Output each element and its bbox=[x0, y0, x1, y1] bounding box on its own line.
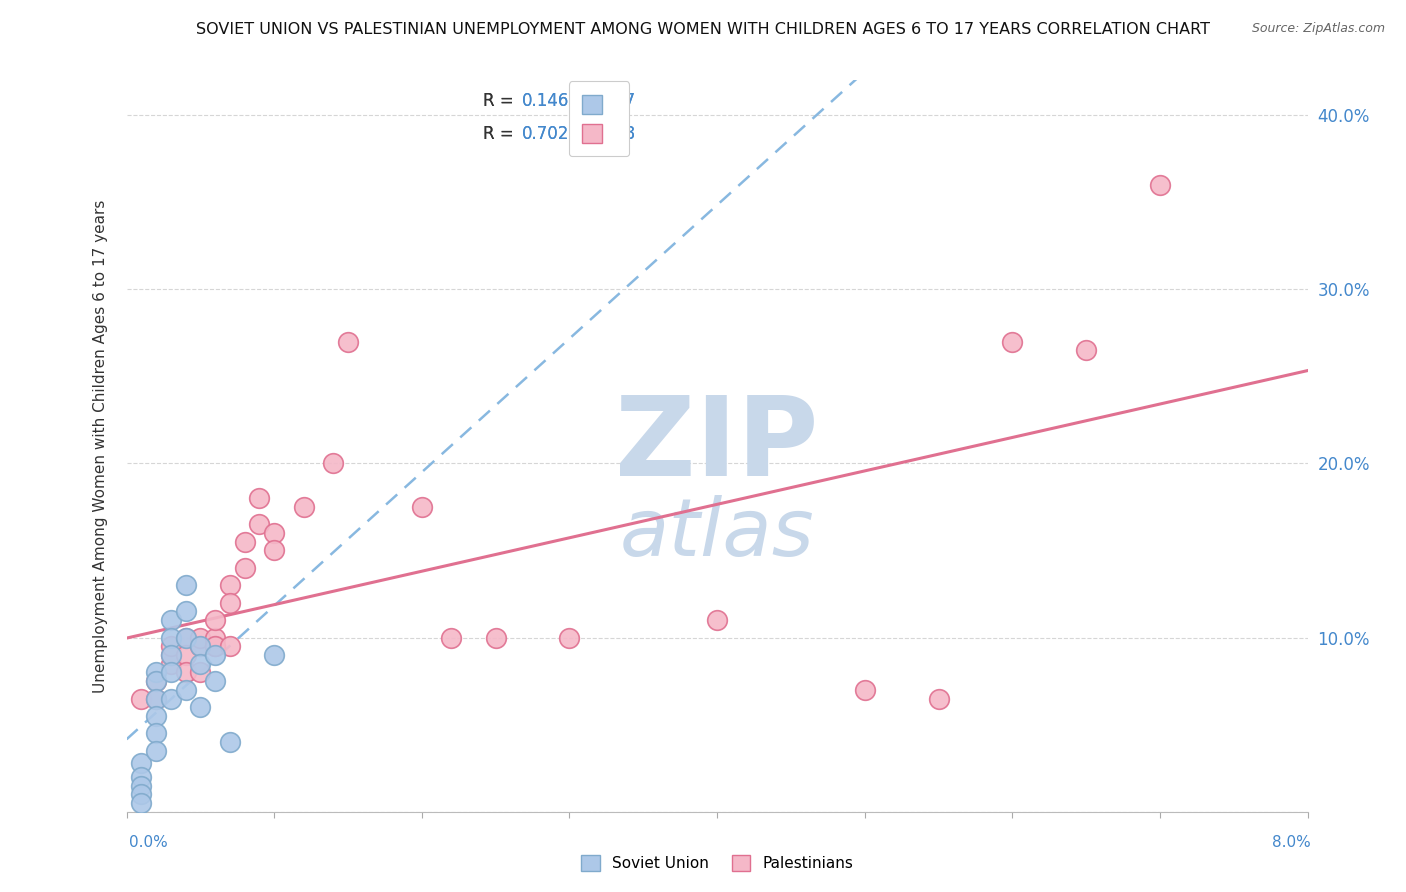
Point bbox=[1076, 343, 1098, 358]
Point bbox=[174, 578, 197, 592]
Text: R =: R = bbox=[484, 92, 519, 110]
Text: atlas: atlas bbox=[620, 495, 814, 573]
Point bbox=[145, 744, 167, 758]
Point bbox=[174, 682, 197, 697]
Point bbox=[1001, 334, 1024, 349]
Point bbox=[928, 691, 950, 706]
Point bbox=[188, 640, 211, 654]
Point bbox=[188, 700, 211, 714]
Point bbox=[129, 756, 153, 770]
Point bbox=[160, 648, 183, 662]
Point bbox=[233, 534, 256, 549]
Text: N =: N = bbox=[567, 126, 614, 144]
Point bbox=[188, 665, 211, 680]
Text: 27: 27 bbox=[614, 92, 636, 110]
Text: ZIP: ZIP bbox=[616, 392, 818, 500]
Text: 27: 27 bbox=[614, 92, 636, 110]
Point bbox=[129, 796, 153, 810]
Point bbox=[247, 517, 270, 532]
Point bbox=[337, 334, 360, 349]
Text: 8.0%: 8.0% bbox=[1271, 836, 1310, 850]
Text: 0.146: 0.146 bbox=[522, 92, 569, 110]
Point bbox=[247, 491, 270, 506]
Point bbox=[204, 640, 226, 654]
Point bbox=[129, 787, 153, 801]
Point bbox=[204, 648, 226, 662]
Point bbox=[263, 543, 285, 558]
Point bbox=[188, 631, 211, 645]
Point bbox=[440, 631, 463, 645]
Point bbox=[1149, 178, 1171, 192]
Text: N =: N = bbox=[567, 92, 614, 110]
Point bbox=[174, 631, 197, 645]
Point bbox=[145, 674, 167, 689]
Point bbox=[160, 613, 183, 627]
Point bbox=[160, 631, 183, 645]
Point bbox=[204, 674, 226, 689]
Point bbox=[853, 682, 876, 697]
Text: R =: R = bbox=[484, 92, 519, 110]
Text: R =: R = bbox=[484, 126, 519, 144]
Text: 0.702: 0.702 bbox=[522, 126, 569, 144]
Point bbox=[129, 770, 153, 784]
Point bbox=[263, 526, 285, 541]
Point bbox=[129, 691, 153, 706]
Point bbox=[204, 640, 226, 654]
Point bbox=[145, 691, 167, 706]
Point bbox=[145, 691, 167, 706]
Point bbox=[219, 596, 242, 610]
Point bbox=[174, 604, 197, 618]
Text: 0.146: 0.146 bbox=[522, 92, 569, 110]
Point bbox=[129, 779, 153, 793]
Point bbox=[706, 613, 728, 627]
Point bbox=[219, 640, 242, 654]
Point bbox=[160, 640, 183, 654]
Text: 0.0%: 0.0% bbox=[129, 836, 169, 850]
Text: Source: ZipAtlas.com: Source: ZipAtlas.com bbox=[1251, 22, 1385, 36]
Point bbox=[145, 709, 167, 723]
Point bbox=[219, 578, 242, 592]
Point bbox=[411, 500, 433, 514]
Point bbox=[160, 665, 183, 680]
Text: SOVIET UNION VS PALESTINIAN UNEMPLOYMENT AMONG WOMEN WITH CHILDREN AGES 6 TO 17 : SOVIET UNION VS PALESTINIAN UNEMPLOYMENT… bbox=[195, 22, 1211, 37]
Legend: Soviet Union, Palestinians: Soviet Union, Palestinians bbox=[575, 849, 859, 877]
Point bbox=[145, 674, 167, 689]
Point bbox=[219, 735, 242, 749]
Text: N =: N = bbox=[567, 92, 614, 110]
Text: 0.702: 0.702 bbox=[522, 126, 569, 144]
Point bbox=[292, 500, 315, 514]
Point bbox=[484, 631, 508, 645]
Text: 38: 38 bbox=[614, 126, 636, 144]
Point bbox=[160, 691, 183, 706]
Point bbox=[322, 457, 344, 471]
Text: R =: R = bbox=[484, 126, 519, 144]
Point bbox=[174, 631, 197, 645]
Point bbox=[558, 631, 581, 645]
Point bbox=[160, 648, 183, 662]
Point bbox=[188, 640, 211, 654]
Point bbox=[233, 561, 256, 575]
Point bbox=[174, 665, 197, 680]
Y-axis label: Unemployment Among Women with Children Ages 6 to 17 years: Unemployment Among Women with Children A… bbox=[93, 199, 108, 693]
Point bbox=[204, 613, 226, 627]
Point bbox=[263, 648, 285, 662]
Point bbox=[160, 657, 183, 671]
Point bbox=[174, 648, 197, 662]
Point bbox=[145, 665, 167, 680]
Point bbox=[204, 631, 226, 645]
Text: N =: N = bbox=[567, 126, 614, 144]
Point bbox=[188, 657, 211, 671]
Text: 38: 38 bbox=[614, 126, 636, 144]
Point bbox=[145, 726, 167, 740]
